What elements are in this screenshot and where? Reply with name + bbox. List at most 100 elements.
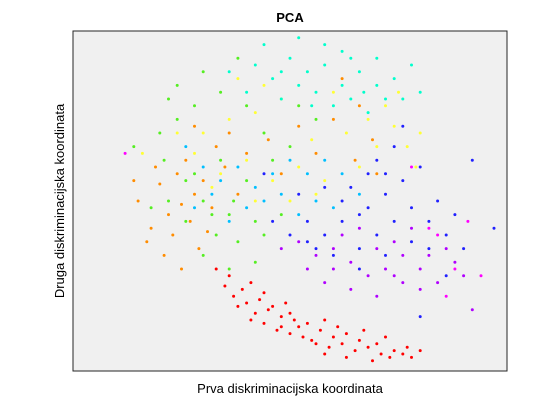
scatter-point	[323, 318, 327, 322]
scatter-point	[123, 151, 127, 155]
scatter-point	[245, 151, 249, 155]
scatter-point	[236, 192, 240, 196]
scatter-point	[470, 308, 474, 312]
scatter-point	[253, 260, 257, 264]
scatter-point	[453, 213, 457, 217]
scatter-point	[227, 267, 231, 271]
scatter-point	[371, 138, 374, 142]
scatter-point	[236, 77, 240, 81]
scatter-point	[353, 158, 357, 162]
scatter-point	[275, 328, 279, 332]
scatter-point	[318, 328, 322, 332]
scatter-point	[470, 158, 474, 162]
scatter-point	[401, 97, 405, 101]
scatter-point	[210, 206, 214, 210]
scatter-point	[323, 158, 327, 162]
scatter-point	[245, 104, 249, 108]
scatter-point	[314, 342, 318, 346]
scatter-point	[375, 172, 379, 176]
scatter-point	[453, 260, 457, 264]
scatter-point	[279, 70, 283, 74]
scatter-point	[262, 83, 266, 87]
scatter-point	[323, 352, 327, 356]
scatter-point	[392, 274, 396, 278]
scatter-point	[154, 165, 157, 169]
scatter-point	[167, 97, 170, 101]
scatter-point	[149, 206, 153, 210]
scatter-point	[262, 131, 266, 135]
scatter-point	[366, 345, 370, 349]
scatter-point	[436, 281, 440, 285]
scatter-point	[245, 301, 249, 305]
y-axis-label: Druga diskriminacijska koordinata	[52, 103, 67, 298]
scatter-point	[201, 70, 205, 74]
scatter-point	[357, 226, 361, 230]
scatter-point	[410, 165, 413, 169]
scatter-point	[314, 199, 318, 203]
scatter-point	[384, 97, 387, 101]
scatter-point	[405, 145, 409, 149]
scatter-point	[323, 179, 327, 183]
scatter-point	[227, 219, 231, 223]
scatter-point	[466, 219, 470, 223]
scatter-point	[331, 104, 335, 108]
scatter-point	[232, 294, 236, 298]
scatter-point	[384, 192, 387, 196]
scatter-point	[331, 267, 335, 271]
scatter-point	[344, 355, 348, 359]
scatter-point	[258, 298, 262, 302]
scatter-point	[236, 240, 240, 244]
scatter-point	[405, 345, 409, 349]
scatter-point	[314, 247, 318, 251]
scatter-point	[184, 179, 188, 183]
scatter-point	[418, 315, 422, 319]
scatter-point	[158, 131, 162, 135]
scatter-point	[305, 70, 309, 74]
scatter-point	[253, 311, 257, 315]
scatter-point	[245, 206, 249, 210]
scatter-point	[288, 145, 292, 149]
scatter-point	[271, 219, 275, 223]
scatter-point	[292, 318, 296, 322]
scatter-point	[232, 199, 236, 203]
scatter-point	[219, 179, 223, 183]
scatter-point	[297, 325, 301, 329]
scatter-point	[340, 172, 344, 176]
scatter-point	[206, 230, 209, 234]
scatter-point	[214, 145, 218, 149]
scatter-point	[323, 185, 327, 189]
scatter-point	[240, 287, 244, 291]
scatter-point	[193, 124, 196, 128]
scatter-point	[314, 253, 318, 257]
scatter-point	[314, 151, 318, 155]
scatter-point	[271, 179, 275, 183]
scatter-point	[284, 301, 288, 305]
scatter-point	[305, 267, 309, 271]
scatter-point	[193, 151, 196, 155]
scatter-point	[262, 199, 266, 203]
scatter-point	[375, 158, 379, 162]
scatter-point	[357, 70, 361, 74]
scatter-point	[418, 165, 422, 169]
scatter-point	[266, 138, 270, 142]
scatter-point	[210, 185, 214, 189]
scatter-point	[379, 352, 383, 356]
scatter-point	[305, 172, 309, 176]
scatter-point	[492, 226, 496, 230]
scatter-point	[331, 117, 335, 121]
scatter-point	[427, 253, 431, 257]
scatter-point	[297, 36, 301, 40]
scatter-point	[344, 332, 348, 336]
scatter-point	[305, 240, 309, 244]
scatter-point	[349, 260, 353, 264]
scatter-point	[201, 199, 205, 203]
scatter-point	[145, 240, 149, 244]
scatter-point	[375, 83, 379, 87]
scatter-point	[184, 158, 188, 162]
scatter-point	[227, 213, 231, 217]
scatter-point	[180, 202, 183, 206]
scatter-point	[310, 338, 314, 342]
scatter-point	[375, 294, 379, 298]
scatter-point	[262, 172, 266, 176]
scatter-point	[479, 274, 483, 278]
